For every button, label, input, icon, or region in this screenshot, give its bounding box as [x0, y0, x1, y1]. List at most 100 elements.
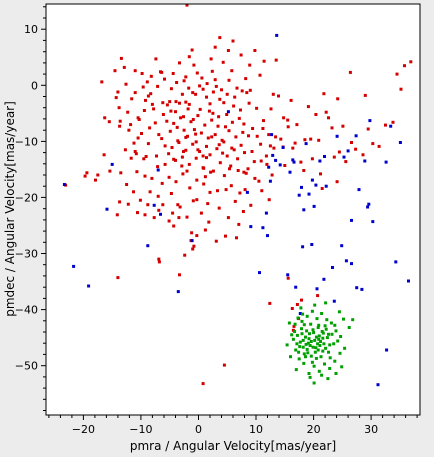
- data-point: [230, 146, 234, 150]
- data-point: [259, 142, 263, 146]
- data-point: [132, 141, 136, 145]
- data-point: [318, 344, 322, 347]
- data-point: [350, 262, 353, 266]
- x-tick-label: −10: [129, 423, 152, 436]
- data-point: [136, 211, 139, 215]
- data-point: [297, 350, 301, 354]
- data-point: [217, 206, 221, 210]
- data-point: [321, 349, 325, 353]
- data-point: [133, 91, 137, 95]
- data-point: [214, 84, 218, 88]
- data-point: [184, 75, 188, 79]
- data-point: [237, 116, 241, 120]
- data-point: [200, 76, 204, 80]
- data-point: [176, 290, 180, 294]
- data-point: [301, 312, 305, 316]
- data-point: [214, 239, 218, 243]
- data-point: [324, 110, 328, 114]
- data-point: [201, 382, 205, 386]
- data-point: [271, 153, 275, 157]
- data-point: [157, 133, 161, 137]
- data-point: [209, 170, 213, 174]
- data-point: [274, 135, 278, 139]
- data-point: [261, 127, 265, 130]
- data-point: [224, 188, 228, 192]
- data-point: [334, 329, 338, 333]
- data-point: [172, 224, 176, 228]
- data-point: [330, 126, 334, 130]
- data-point: [182, 128, 186, 132]
- x-tick-label: 20: [307, 423, 321, 436]
- data-point: [243, 188, 247, 192]
- data-point: [205, 156, 208, 160]
- data-point: [294, 368, 298, 372]
- data-point: [233, 199, 237, 203]
- data-point: [191, 91, 195, 95]
- y-tick-label: −10: [15, 135, 38, 148]
- data-point: [181, 172, 185, 176]
- data-point: [184, 135, 188, 139]
- data-point: [308, 344, 312, 347]
- data-point: [222, 174, 226, 178]
- data-point: [293, 141, 297, 145]
- ticks-layer: −20 −10 0 10 20 30 10 0 −10 −20 −30 −40 −50: [15, 6, 418, 436]
- data-point: [174, 180, 178, 184]
- data-point: [130, 97, 134, 101]
- data-point: [83, 174, 87, 178]
- data-point: [178, 61, 181, 65]
- plot-area: [46, 4, 420, 415]
- y-axis-label: pmdec / Angular Velocity[mas/year]: [3, 101, 17, 317]
- data-point: [100, 80, 104, 84]
- data-point: [294, 348, 298, 352]
- data-point: [116, 90, 120, 94]
- data-point: [222, 140, 226, 144]
- data-point: [298, 345, 302, 349]
- data-point: [384, 160, 388, 164]
- data-point: [225, 154, 229, 158]
- data-point: [170, 146, 174, 149]
- data-point: [361, 153, 365, 157]
- data-point: [304, 342, 308, 346]
- data-point: [398, 141, 402, 144]
- data-point: [169, 192, 173, 195]
- data-point: [367, 202, 371, 206]
- data-point: [350, 141, 353, 144]
- data-point: [313, 350, 317, 354]
- data-point: [296, 316, 300, 320]
- data-point: [211, 169, 215, 173]
- data-point: [187, 86, 191, 90]
- data-point: [203, 228, 207, 232]
- data-point: [190, 231, 194, 235]
- data-point: [202, 166, 206, 170]
- data-point: [218, 161, 222, 165]
- data-point: [267, 133, 271, 137]
- data-point: [348, 70, 352, 74]
- data-point: [152, 203, 156, 207]
- data-point: [258, 73, 262, 77]
- data-point: [133, 150, 137, 153]
- data-point: [304, 335, 307, 339]
- data-point: [213, 133, 217, 137]
- data-point: [159, 212, 162, 216]
- data-point: [268, 144, 272, 148]
- data-point: [322, 342, 326, 346]
- data-point: [143, 174, 147, 178]
- data-point: [327, 116, 330, 120]
- data-point: [355, 286, 359, 290]
- data-point: [226, 110, 230, 114]
- data-point: [282, 116, 286, 120]
- data-point: [270, 133, 274, 137]
- data-point: [191, 118, 195, 121]
- data-point: [317, 334, 321, 338]
- data-point: [253, 176, 257, 180]
- data-point: [270, 173, 274, 177]
- data-point: [182, 79, 186, 83]
- data-point: [336, 339, 340, 343]
- data-point: [145, 80, 149, 84]
- data-point: [366, 205, 370, 209]
- data-point: [399, 87, 403, 91]
- data-point: [176, 203, 180, 207]
- data-point: [150, 102, 154, 106]
- data-point: [301, 338, 305, 342]
